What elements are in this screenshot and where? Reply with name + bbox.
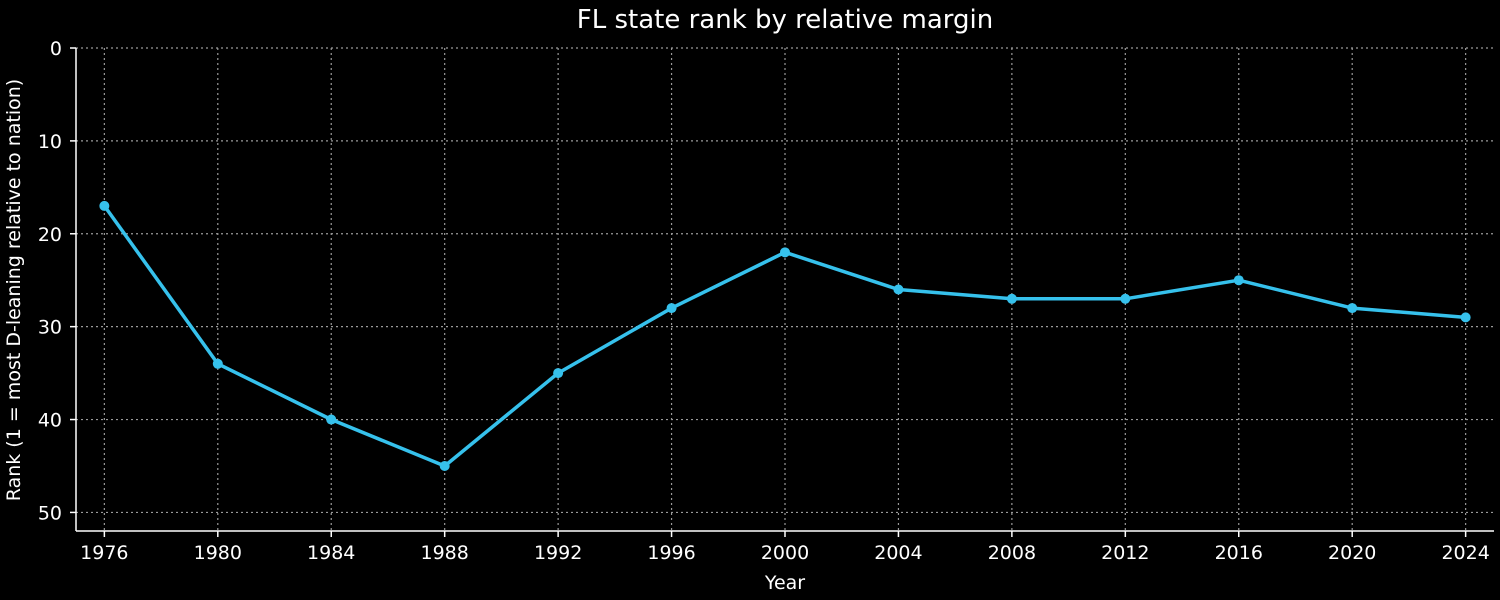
data-point: [1006, 293, 1017, 304]
x-tick-label: 1984: [307, 542, 355, 564]
x-tick-label: 2012: [1101, 542, 1149, 564]
x-tick-label: 2004: [874, 542, 922, 564]
x-tick-label: 2008: [988, 542, 1036, 564]
x-tick-label: 1988: [421, 542, 469, 564]
y-tick-label: 0: [50, 38, 62, 60]
chart-title: FL state rank by relative margin: [577, 5, 993, 35]
data-point: [666, 303, 677, 314]
x-tick-label: 2016: [1215, 542, 1263, 564]
series: [99, 200, 1471, 471]
data-point: [99, 200, 110, 211]
data-point: [1460, 312, 1471, 323]
y-tick-label: 10: [38, 131, 62, 153]
y-tick-label: 20: [38, 224, 62, 246]
data-point: [1120, 293, 1131, 304]
data-point: [212, 358, 223, 369]
x-tick-label: 1996: [647, 542, 695, 564]
x-tick-label: 2020: [1328, 542, 1376, 564]
data-point: [893, 284, 904, 295]
x-tick-label: 1992: [534, 542, 582, 564]
data-point: [780, 247, 790, 258]
x-tick-label: 2000: [761, 542, 809, 564]
x-tick-label: 1976: [80, 542, 128, 564]
axes: 1976 1980 1984 1988 1992 1996 2000 2004 2008 2012…: [38, 38, 1494, 564]
x-tick-label: 1980: [194, 542, 242, 564]
x-tick-label: 2024: [1441, 542, 1489, 564]
y-tick-label: 50: [38, 502, 62, 524]
y-tick-label: 40: [38, 410, 62, 432]
data-point: [1347, 303, 1358, 314]
data-point: [326, 414, 337, 425]
data-point: [439, 460, 450, 471]
x-axis-label: Year: [764, 572, 805, 594]
data-point: [1233, 275, 1244, 286]
data-point: [553, 368, 564, 379]
y-axis-label: Rank (1 = most D-leaning relative to nat…: [3, 79, 25, 501]
y-tick-label: 30: [38, 317, 62, 339]
